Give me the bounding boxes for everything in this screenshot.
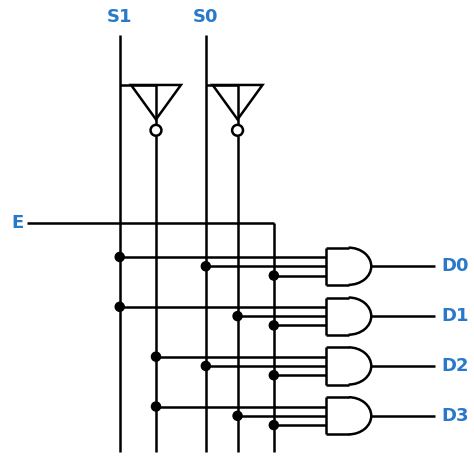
Circle shape: [233, 411, 242, 420]
Circle shape: [152, 352, 161, 361]
Text: D1: D1: [441, 307, 469, 325]
Circle shape: [201, 361, 210, 371]
Circle shape: [115, 302, 124, 311]
Circle shape: [115, 252, 124, 261]
Circle shape: [233, 312, 242, 321]
Circle shape: [269, 421, 278, 430]
Circle shape: [232, 125, 243, 136]
Circle shape: [152, 402, 161, 411]
Circle shape: [269, 271, 278, 280]
Text: E: E: [11, 214, 23, 232]
Circle shape: [269, 321, 278, 330]
Text: S1: S1: [107, 8, 132, 26]
Text: S0: S0: [193, 8, 219, 26]
Circle shape: [151, 125, 162, 136]
Text: D3: D3: [441, 407, 469, 425]
Text: D0: D0: [441, 257, 469, 275]
Circle shape: [269, 371, 278, 380]
Text: D2: D2: [441, 357, 469, 375]
Circle shape: [201, 262, 210, 271]
